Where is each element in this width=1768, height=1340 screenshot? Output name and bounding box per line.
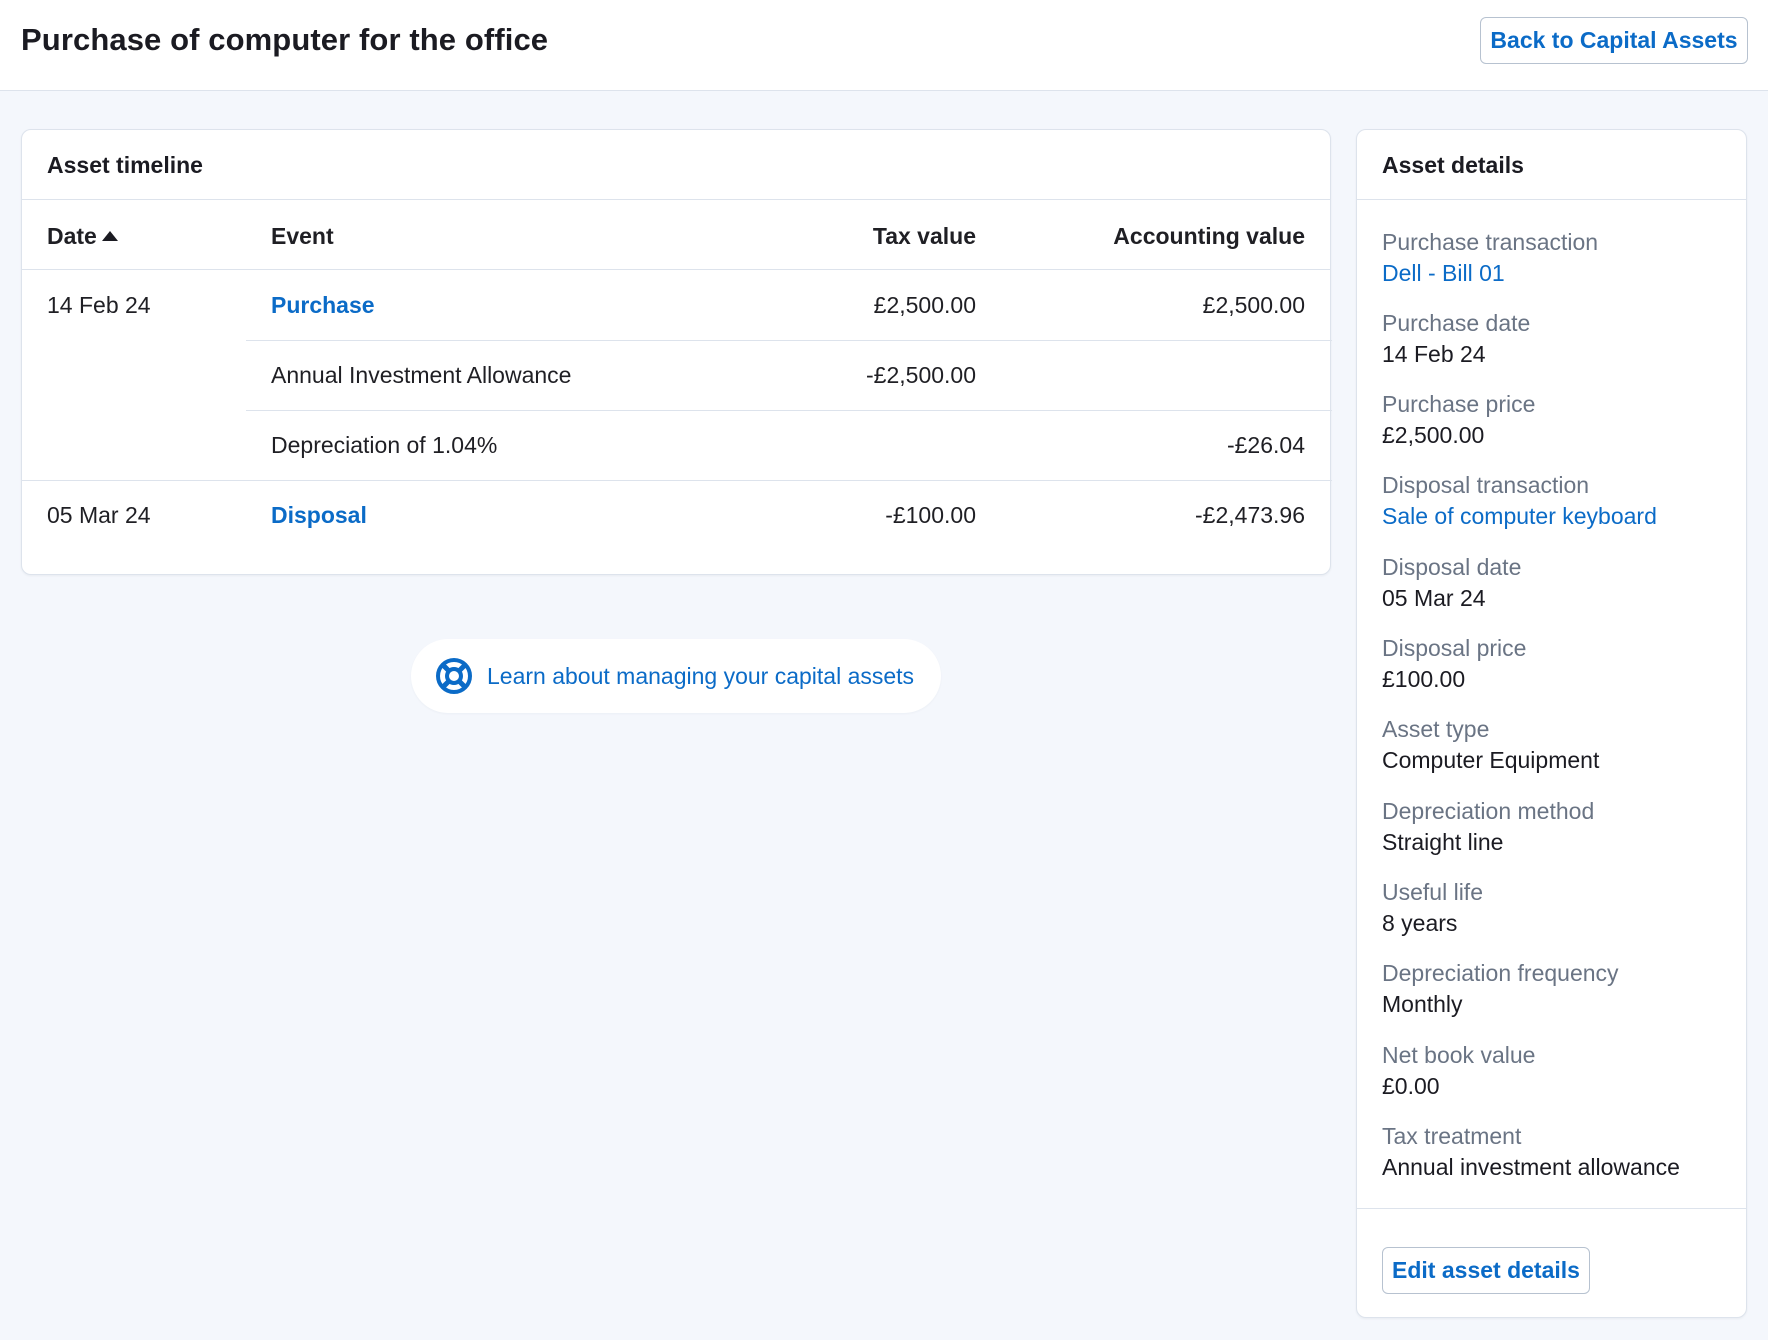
detail-label: Disposal date (1382, 554, 1522, 580)
detail-label: Asset type (1382, 716, 1490, 742)
row-event: Depreciation of 1.04% (271, 432, 498, 458)
help-link-text: Learn about managing your capital assets (487, 662, 915, 689)
purchase-transaction-link[interactable]: Dell - Bill 01 (1382, 260, 1505, 286)
row-accounting-value: -£2,473.96 (1195, 502, 1305, 528)
detail-label: Purchase price (1382, 391, 1536, 417)
row-tax-value: -£2,500.00 (866, 362, 976, 388)
row-divider (246, 340, 1332, 341)
row-tax-value: -£100.00 (885, 502, 976, 528)
row-tax-value: £2,500.00 (873, 292, 976, 318)
row-accounting-value: -£26.04 (1226, 432, 1305, 458)
purchase-event-link[interactable]: Purchase (271, 292, 375, 318)
disposal-event-link[interactable]: Disposal (271, 502, 367, 528)
back-to-capital-assets-button[interactable]: Back to Capital Assets (1480, 17, 1748, 64)
table-row: Annual Investment Allowance -£2,500.00 (22, 340, 1330, 410)
asset-details-title: Asset details (1357, 130, 1746, 200)
asset-details-card: Asset details Purchase transaction Dell … (1356, 129, 1747, 1318)
detail-label: Disposal transaction (1382, 472, 1590, 498)
detail-value: 8 years (1382, 910, 1458, 936)
tax-value-column-header: Tax value (872, 223, 976, 249)
timeline-table-header: Date Event Tax value Accounting value (22, 200, 1330, 270)
detail-value: 14 Feb 24 (1382, 341, 1486, 367)
detail-value: Annual investment allowance (1382, 1154, 1680, 1180)
detail-depreciation-method: Depreciation method Straight line (1382, 797, 1594, 856)
detail-value: Computer Equipment (1382, 747, 1600, 773)
date-column-label: Date (47, 223, 97, 249)
detail-label: Net book value (1382, 1042, 1536, 1068)
detail-purchase-price: Purchase price £2,500.00 (1382, 390, 1535, 449)
detail-tax-treatment: Tax treatment Annual investment allowanc… (1382, 1122, 1680, 1181)
top-bar: Purchase of computer for the office Back… (0, 0, 1768, 91)
row-date: 05 Mar 24 (47, 502, 151, 528)
detail-label: Depreciation method (1382, 798, 1595, 824)
learn-capital-assets-link[interactable]: Learn about managing your capital assets (411, 639, 941, 713)
row-accounting-value: £2,500.00 (1202, 292, 1305, 318)
detail-label: Tax treatment (1382, 1123, 1522, 1149)
detail-net-book-value: Net book value £0.00 (1382, 1041, 1535, 1100)
row-divider (22, 480, 1332, 481)
detail-value: £2,500.00 (1382, 422, 1485, 448)
detail-label: Purchase transaction (1382, 229, 1599, 255)
date-column-header[interactable]: Date (47, 223, 118, 250)
table-row: Depreciation of 1.04% -£26.04 (22, 410, 1330, 480)
detail-disposal-date: Disposal date 05 Mar 24 (1382, 553, 1521, 612)
disposal-transaction-link[interactable]: Sale of computer keyboard (1382, 503, 1657, 529)
detail-depreciation-frequency: Depreciation frequency Monthly (1382, 959, 1619, 1018)
table-row: 05 Mar 24 Disposal -£100.00 -£2,473.96 (22, 480, 1330, 550)
detail-value: Monthly (1382, 991, 1463, 1017)
table-row: 14 Feb 24 Purchase £2,500.00 £2,500.00 (22, 270, 1330, 340)
row-date: 14 Feb 24 (47, 292, 151, 318)
asset-timeline-title: Asset timeline (22, 130, 1330, 200)
detail-disposal-transaction: Disposal transaction Sale of computer ke… (1382, 471, 1657, 530)
row-divider (246, 410, 1332, 411)
detail-label: Useful life (1382, 879, 1483, 905)
sort-ascending-icon (101, 230, 118, 241)
accounting-value-column-header: Accounting value (1113, 223, 1305, 249)
row-event: Annual Investment Allowance (271, 362, 572, 388)
page-title: Purchase of computer for the office (21, 22, 549, 57)
detail-value: 05 Mar 24 (1382, 585, 1486, 611)
event-column-header: Event (271, 223, 334, 249)
edit-asset-details-button[interactable]: Edit asset details (1382, 1247, 1590, 1294)
detail-asset-type: Asset type Computer Equipment (1382, 715, 1599, 774)
detail-label: Depreciation frequency (1382, 960, 1619, 986)
detail-value: £100.00 (1382, 666, 1466, 692)
details-footer-divider (1357, 1208, 1746, 1209)
detail-purchase-date: Purchase date 14 Feb 24 (1382, 309, 1530, 368)
detail-label: Purchase date (1382, 310, 1531, 336)
lifebuoy-icon (436, 658, 472, 694)
detail-disposal-price: Disposal price £100.00 (1382, 634, 1526, 693)
detail-useful-life: Useful life 8 years (1382, 878, 1483, 937)
detail-label: Disposal price (1382, 635, 1527, 661)
detail-value: £0.00 (1382, 1073, 1440, 1099)
detail-purchase-transaction: Purchase transaction Dell - Bill 01 (1382, 228, 1598, 287)
detail-value: Straight line (1382, 829, 1504, 855)
asset-timeline-card: Asset timeline Date Event Tax value Acco… (21, 129, 1332, 575)
